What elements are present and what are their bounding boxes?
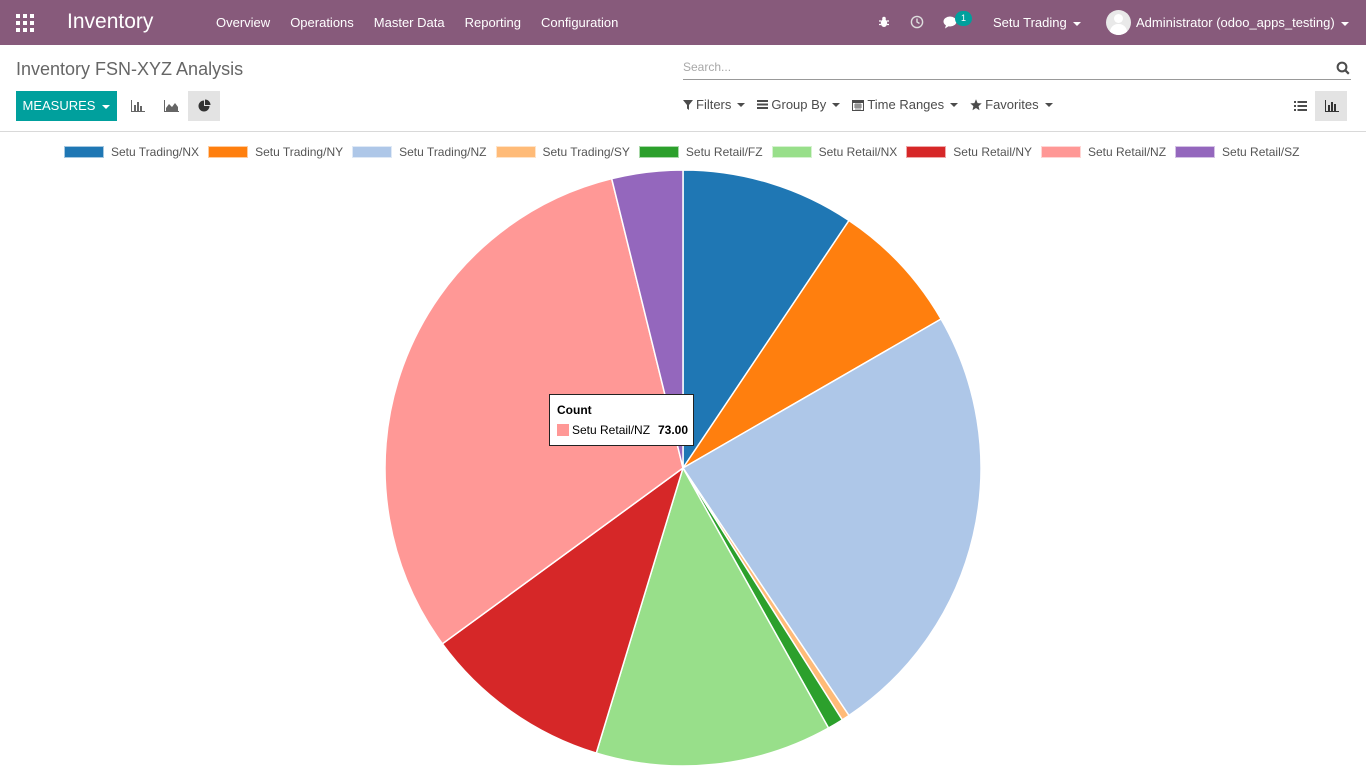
legend-item[interactable]: Setu Trading/SY — [495, 144, 630, 160]
apps-menu-icon[interactable] — [16, 14, 34, 32]
legend-label: Setu Trading/SY — [542, 145, 630, 159]
area-chart-icon — [164, 100, 179, 112]
legend-label: Setu Retail/SZ — [1222, 145, 1300, 159]
group-by-bars-icon — [757, 100, 769, 109]
user-name: Administrator (odoo_apps_testing) — [1136, 15, 1335, 30]
legend-item[interactable]: Setu Trading/NX — [64, 144, 199, 160]
pie-slice[interactable] — [595, 466, 830, 767]
menu-operations[interactable]: Operations — [290, 15, 354, 30]
pie-chart-mode-button[interactable] — [188, 91, 220, 121]
main-menu: Overview Operations Master Data Reportin… — [206, 0, 628, 45]
time-ranges-caret-icon — [950, 102, 959, 107]
favorites-label: Favorites — [985, 97, 1039, 112]
bar-chart-mode-button[interactable] — [122, 91, 154, 121]
filters-caret-icon — [737, 102, 746, 107]
group-by-dropdown[interactable]: Group By — [757, 97, 841, 112]
legend-swatch — [1041, 146, 1081, 158]
pie-slice[interactable] — [681, 317, 982, 717]
legend-item[interactable]: Setu Trading/NY — [208, 144, 343, 160]
list-view-button[interactable] — [1284, 91, 1316, 121]
tooltip-value: 73.00 — [658, 423, 689, 437]
legend-swatch — [208, 146, 249, 158]
user-caret-icon — [1340, 21, 1349, 26]
favorites-dropdown[interactable]: Favorites — [970, 97, 1053, 112]
legend-label: Setu Trading/NX — [111, 145, 200, 159]
measures-button[interactable]: MEASURES — [16, 91, 117, 121]
menu-reporting[interactable]: Reporting — [464, 15, 521, 30]
messages-chat-icon[interactable] — [943, 16, 958, 29]
top-navbar: Inventory Overview Operations Master Dat… — [0, 0, 1366, 45]
graph-view-icon — [1325, 100, 1339, 112]
legend-item[interactable]: Setu Retail/FZ — [638, 144, 763, 160]
legend-label: Setu Retail/NX — [818, 145, 898, 159]
company-switcher[interactable]: Setu Trading — [993, 0, 1081, 45]
bar-chart-icon — [131, 100, 145, 112]
tooltip-color-swatch — [557, 424, 569, 436]
pie-slice[interactable] — [682, 169, 851, 471]
legend-label: Setu Retail/NZ — [1088, 145, 1167, 159]
pie-slice[interactable] — [441, 466, 685, 755]
search-icon[interactable] — [1336, 61, 1350, 75]
legend-swatch — [638, 146, 679, 158]
legend-item[interactable]: Setu Retail/SZ — [1175, 144, 1299, 160]
company-caret-icon — [1072, 21, 1081, 26]
page-title: Inventory FSN-XYZ Analysis — [16, 59, 244, 79]
chart-tooltip: Count Setu Retail/NZ 73.00 — [549, 394, 694, 446]
measures-label: MEASURES — [22, 98, 96, 113]
legend-label: Setu Retail/FZ — [685, 145, 763, 159]
user-avatar[interactable] — [1106, 10, 1131, 35]
filter-icon — [683, 99, 693, 110]
debug-bug-icon[interactable] — [878, 16, 890, 28]
group-by-caret-icon — [832, 102, 841, 107]
legend-swatch — [495, 146, 536, 158]
legend-label: Setu Retail/NY — [953, 145, 1032, 159]
activity-clock-icon[interactable] — [910, 15, 924, 29]
legend-swatch — [352, 146, 393, 158]
pie-chart-icon — [198, 99, 211, 112]
list-view-icon — [1294, 101, 1307, 111]
user-menu[interactable]: Administrator (odoo_apps_testing) — [1136, 0, 1349, 45]
app-brand[interactable]: Inventory — [67, 10, 154, 33]
company-name: Setu Trading — [993, 15, 1067, 30]
legend-swatch — [1175, 146, 1216, 158]
control-panel-divider — [0, 131, 1366, 132]
legend-swatch — [64, 146, 104, 158]
tooltip-label: Setu Retail/NZ — [572, 423, 651, 437]
filters-dropdown[interactable]: Filters — [683, 97, 746, 112]
legend-label: Setu Trading/NY — [255, 145, 344, 159]
favorites-caret-icon — [1044, 102, 1053, 107]
group-by-label: Group By — [771, 97, 827, 112]
measures-caret-icon — [102, 104, 111, 109]
tooltip-title: Count — [557, 403, 592, 417]
legend-item[interactable]: Setu Retail/NY — [906, 144, 1032, 160]
legend-item[interactable]: Setu Retail/NZ — [1041, 144, 1166, 160]
legend-label: Setu Trading/NZ — [399, 145, 487, 159]
pie-slice[interactable] — [682, 219, 943, 469]
legend-swatch — [906, 146, 947, 158]
time-ranges-dropdown[interactable]: Time Ranges — [852, 97, 959, 112]
pie-slice[interactable] — [610, 169, 684, 469]
search-input[interactable] — [683, 57, 1323, 77]
filters-label: Filters — [696, 97, 732, 112]
search-bar — [683, 57, 1351, 80]
menu-overview[interactable]: Overview — [216, 15, 271, 30]
chart-legend: Setu Trading/NX Setu Trading/NY Setu Tradi… — [64, 144, 1308, 160]
legend-swatch — [771, 146, 812, 158]
menu-master-data[interactable]: Master Data — [373, 15, 445, 30]
star-icon — [970, 98, 982, 110]
menu-configuration[interactable]: Configuration — [540, 15, 619, 30]
graph-view-button[interactable] — [1315, 91, 1347, 121]
line-chart-mode-button[interactable] — [155, 91, 187, 121]
messages-count-badge: 1 — [955, 11, 972, 26]
legend-item[interactable]: Setu Trading/NZ — [352, 144, 487, 160]
time-ranges-label: Time Ranges — [867, 97, 945, 112]
pie-slice[interactable] — [384, 177, 684, 645]
calendar-icon — [852, 99, 865, 111]
legend-item[interactable]: Setu Retail/NX — [771, 144, 898, 160]
search-options: Filters Group By Time Ranges Favorites — [683, 97, 1065, 112]
